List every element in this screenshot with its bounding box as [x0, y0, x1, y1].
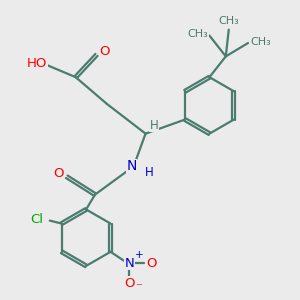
Text: ⁻: ⁻ [135, 282, 142, 295]
Text: +: + [135, 250, 144, 260]
Text: Cl: Cl [30, 213, 43, 226]
Text: CH₃: CH₃ [188, 29, 208, 39]
Text: CH₃: CH₃ [250, 37, 271, 46]
Text: N: N [126, 159, 137, 173]
Text: O: O [53, 167, 64, 180]
Text: O: O [100, 45, 110, 58]
Text: O: O [124, 277, 134, 290]
Text: H: H [145, 166, 154, 179]
Text: CH₃: CH₃ [218, 16, 239, 26]
Text: HO: HO [27, 57, 47, 70]
Text: N: N [124, 256, 134, 270]
Text: H: H [149, 119, 158, 132]
Text: O: O [146, 256, 157, 270]
